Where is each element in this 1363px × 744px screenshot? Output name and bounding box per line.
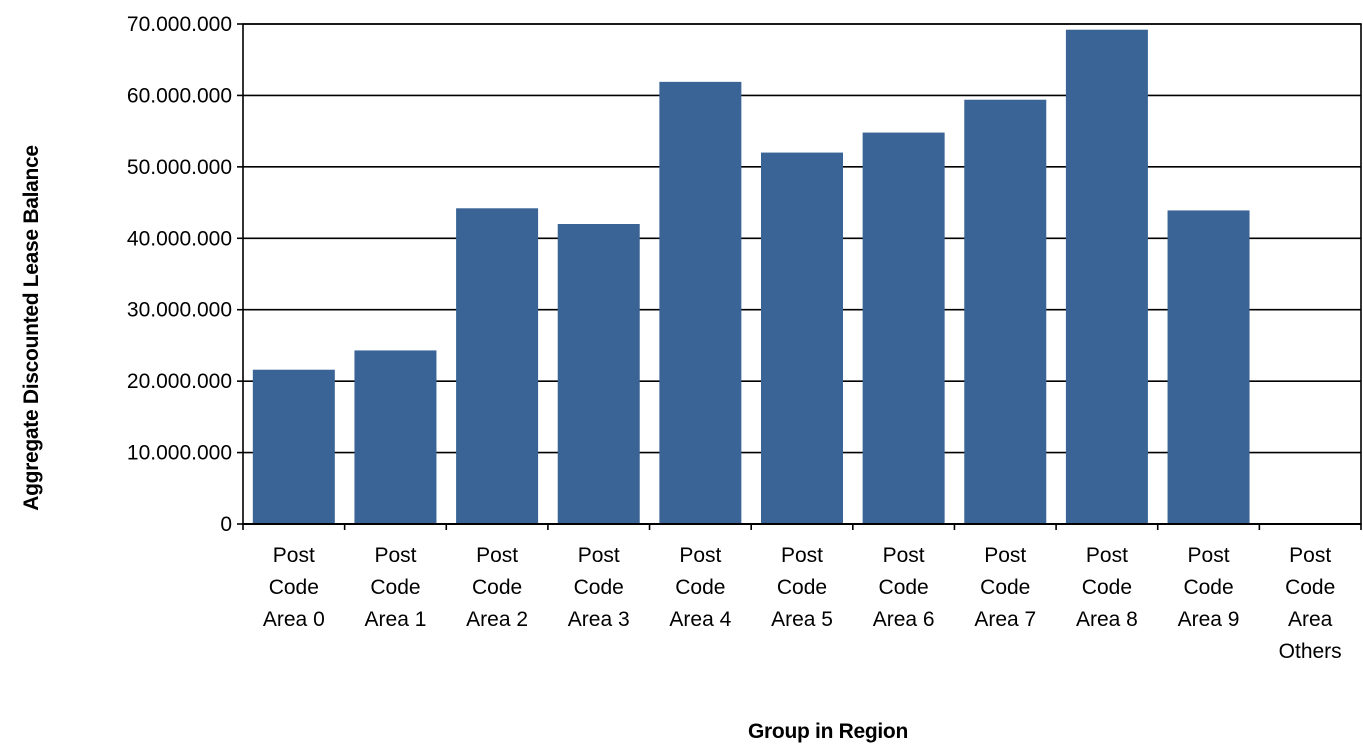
bar (761, 152, 843, 525)
x-tick-label: Post Code Area 6 (873, 544, 935, 631)
x-tick-label: Post Code Area 4 (669, 544, 731, 631)
x-tick-label: Post Code Area Others (1279, 544, 1342, 663)
y-tick-label: 60.000.000 (127, 84, 232, 107)
y-tick-label: 20.000.000 (127, 370, 232, 393)
y-tick-label: 10.000.000 (127, 442, 232, 465)
x-tick-label: Post Code Area 8 (1076, 544, 1138, 631)
y-tick-label: 0 (220, 513, 232, 536)
bar (456, 208, 539, 525)
x-tick-label: Post Code Area 9 (1178, 544, 1240, 631)
y-tick-label: 40.000.000 (127, 227, 232, 250)
x-tick-label: Post Code Area 3 (568, 544, 630, 631)
x-tick-label: Post Code Area 5 (771, 544, 833, 631)
bar (354, 350, 437, 524)
bar (1167, 210, 1250, 524)
x-tick-label: Post Code Area 0 (263, 544, 325, 631)
bar (1065, 29, 1148, 524)
x-axis-title: Group in Region (748, 720, 908, 743)
x-tick-label: Post Code Area 2 (466, 544, 528, 631)
y-tick-label: 50.000.000 (127, 156, 232, 179)
x-tick-label: Post Code Area 1 (365, 544, 427, 631)
bar (964, 99, 1047, 524)
bar (862, 132, 945, 525)
bar (557, 224, 640, 524)
y-axis-title: Aggregate Discounted Lease Balance (20, 145, 43, 511)
y-tick-label: 70.000.000 (127, 13, 232, 36)
y-tick-label: 30.000.000 (127, 299, 232, 322)
bar (252, 369, 335, 524)
x-tick-label: Post Code Area 7 (974, 544, 1036, 631)
bar (659, 81, 742, 524)
